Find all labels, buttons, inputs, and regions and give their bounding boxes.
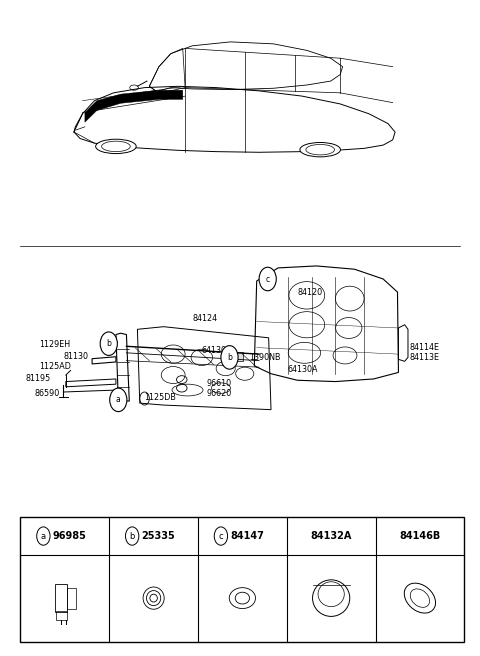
Text: 1390NB: 1390NB — [250, 353, 281, 362]
Text: 96620: 96620 — [206, 389, 232, 398]
Text: 84124: 84124 — [192, 314, 217, 323]
Bar — [21, 518, 464, 642]
Circle shape — [100, 332, 117, 356]
Text: 84113E: 84113E — [409, 353, 439, 362]
Text: b: b — [130, 531, 135, 541]
Text: 96610: 96610 — [206, 379, 232, 388]
Text: 1125AD: 1125AD — [39, 362, 72, 371]
Text: 1125DB: 1125DB — [144, 394, 177, 402]
Text: b: b — [107, 339, 111, 348]
Text: 96985: 96985 — [53, 531, 86, 541]
Polygon shape — [85, 91, 183, 122]
Bar — [56, 611, 67, 621]
Text: 84114E: 84114E — [409, 343, 439, 352]
Text: 81195: 81195 — [25, 375, 50, 384]
Bar — [67, 588, 76, 609]
Text: 86590: 86590 — [35, 389, 60, 398]
Text: 64130A: 64130A — [202, 346, 232, 356]
Text: 84120: 84120 — [297, 287, 323, 297]
Text: 84147: 84147 — [230, 531, 264, 541]
Text: b: b — [227, 353, 232, 362]
Ellipse shape — [300, 142, 340, 157]
Text: 84146B: 84146B — [399, 531, 441, 541]
Bar — [55, 584, 67, 613]
Text: c: c — [218, 531, 223, 541]
Circle shape — [259, 267, 276, 291]
Text: a: a — [41, 531, 46, 541]
Bar — [234, 352, 243, 361]
Text: a: a — [116, 396, 120, 404]
Text: 25335: 25335 — [142, 531, 175, 541]
Text: 1129EH: 1129EH — [39, 340, 71, 349]
Circle shape — [110, 388, 127, 411]
Text: 64130A: 64130A — [288, 365, 318, 374]
Text: 81130: 81130 — [63, 352, 88, 361]
Ellipse shape — [96, 139, 136, 154]
Text: c: c — [265, 274, 270, 283]
Circle shape — [221, 346, 238, 369]
Text: 84132A: 84132A — [311, 531, 352, 541]
